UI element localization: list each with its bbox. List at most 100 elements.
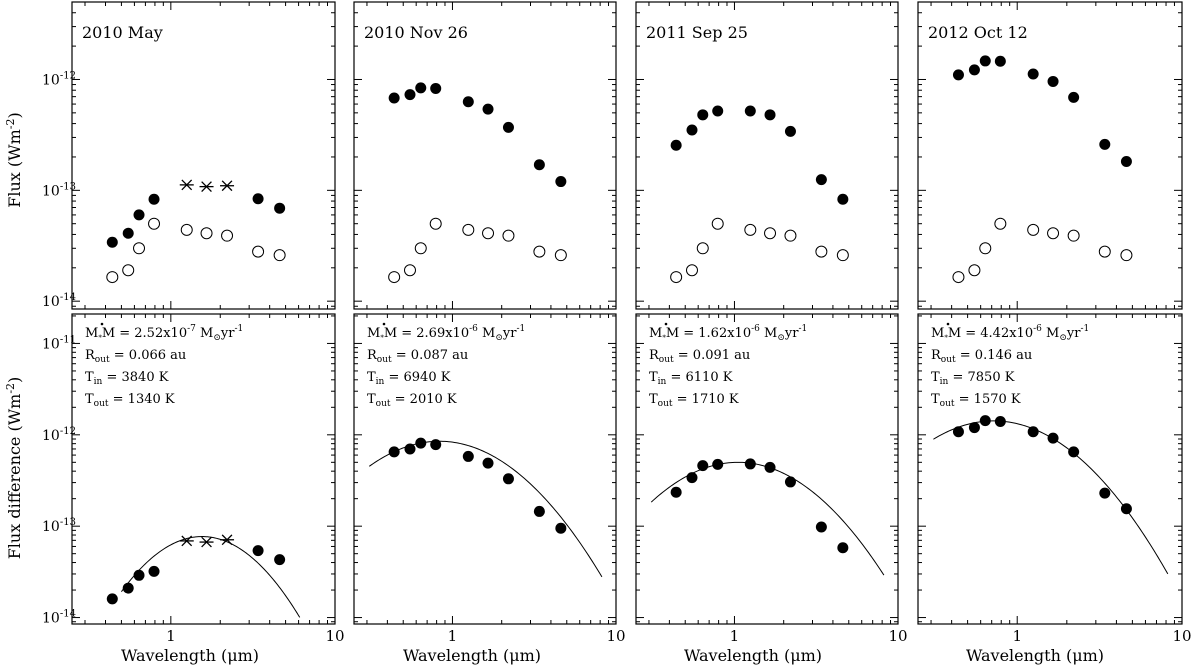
- observed-star-point-stroke: [181, 179, 193, 191]
- x-axis-label-2: Wavelength (μm): [403, 646, 541, 665]
- difference-point: [784, 476, 796, 488]
- param-tout: Tout = 2010 K: [367, 392, 457, 409]
- mdot-dot: [100, 322, 104, 326]
- difference-star-point: [199, 536, 214, 548]
- bottom-frame: [353, 313, 617, 625]
- observed-point: [274, 202, 286, 214]
- observed-point: [502, 121, 514, 133]
- param-rout: Rout = 0.146 au: [931, 348, 1032, 365]
- quiescent-point: [1047, 227, 1060, 240]
- observed-point: [764, 109, 776, 121]
- top-panel: 2011 Sep 25: [635, 1, 899, 310]
- difference-point: [430, 439, 442, 451]
- observed-point: [979, 55, 991, 67]
- difference-star-point: [179, 535, 194, 547]
- mdot-dot: [664, 322, 668, 326]
- observed-point: [1099, 138, 1111, 150]
- param-mdot: M*M = 2.69x10-6 M⊙yr-1: [367, 324, 525, 343]
- mdot-dot: [382, 322, 386, 326]
- top-frame: [635, 1, 899, 310]
- top-frame: [917, 1, 1183, 310]
- difference-star-point-stroke: [181, 535, 193, 547]
- quiescent-point: [994, 217, 1007, 230]
- quiescent-point: [1098, 245, 1111, 258]
- difference-point: [1099, 487, 1111, 499]
- bottom-frame: [71, 313, 336, 625]
- top-panel: 10-14 10-13 10-12 2010 May: [42, 1, 336, 310]
- top-frame: [71, 1, 336, 310]
- quiescent-point: [482, 227, 495, 240]
- quiescent-point: [388, 271, 401, 284]
- bottom-frame: [635, 313, 899, 625]
- bottom-frame: [917, 313, 1183, 625]
- observed-star-point: [220, 180, 235, 192]
- difference-point: [106, 593, 118, 605]
- observed-point: [1047, 75, 1059, 87]
- quiescent-point: [122, 264, 135, 277]
- quiescent-point: [744, 223, 757, 236]
- observed-point: [415, 82, 427, 94]
- quiescent-point: [148, 217, 161, 230]
- observed-point: [784, 125, 796, 137]
- observed-point: [686, 124, 698, 136]
- observed-point: [1068, 91, 1080, 103]
- top-frame: [353, 1, 617, 310]
- difference-point: [968, 422, 980, 434]
- x-axis-label-4: Wavelength (μm): [966, 646, 1104, 665]
- param-mdot: M*M = 4.42x10-6 M⊙yr-1: [931, 324, 1089, 343]
- observed-star-point: [199, 181, 214, 192]
- difference-point: [1027, 426, 1039, 438]
- observed-star-point-stroke: [201, 181, 212, 192]
- difference-point: [502, 473, 514, 485]
- observed-point: [482, 103, 494, 115]
- difference-star-point-stroke: [201, 536, 212, 548]
- x-axis-label-1: Wavelength (μm): [121, 646, 259, 665]
- observed-point: [106, 236, 118, 248]
- bottom-xtick-label: 1: [1012, 627, 1022, 645]
- quiescent-point: [462, 223, 475, 236]
- quiescent-point: [221, 229, 234, 242]
- bottom-ytick-label: 10-14: [42, 609, 76, 627]
- difference-point: [764, 461, 776, 473]
- difference-point: [533, 505, 545, 517]
- quiescent-point: [836, 249, 849, 262]
- quiescent-point: [554, 249, 567, 262]
- difference-point: [952, 426, 964, 438]
- observed-point: [133, 209, 145, 221]
- param-tin: Tin = 3840 K: [85, 370, 169, 387]
- param-tin: Tin = 7850 K: [931, 370, 1015, 387]
- observed-point: [968, 64, 980, 76]
- param-tout: Tout = 1340 K: [85, 392, 175, 409]
- bottom-xtick-label: 1: [166, 627, 176, 645]
- bottom-panel: 1 10 M*M = 1.62x10-6 M⊙yr-1 Rout = 0.091 au…: [635, 313, 908, 645]
- bottom-y-axis-label: Flux difference (Wm-2): [4, 377, 24, 560]
- bottom-xtick-label: 10: [1172, 627, 1191, 645]
- param-tin: Tin = 6940 K: [367, 370, 451, 387]
- difference-point: [555, 522, 567, 534]
- bottom-xtick-label: 1: [448, 627, 458, 645]
- panel-date-title: 2011 Sep 25: [646, 23, 748, 42]
- bottom-panel: 1 10 M*M = 4.42x10-6 M⊙yr-1 Rout = 0.146 au…: [917, 313, 1192, 645]
- param-mdot: M*M = 2.52x10-7 M⊙yr-1: [85, 324, 243, 343]
- observed-point: [430, 82, 442, 94]
- observed-point: [837, 193, 849, 205]
- param-tin: Tin = 6110 K: [649, 370, 733, 387]
- panel-date-title: 2012 Oct 12: [928, 23, 1028, 42]
- top-y-axis-label: Flux (Wm-2): [4, 112, 24, 207]
- quiescent-point: [200, 227, 213, 240]
- observed-point: [1120, 155, 1132, 167]
- mdot-dot: [946, 322, 950, 326]
- quiescent-point: [180, 223, 193, 236]
- quiescent-point: [952, 271, 965, 284]
- observed-point: [744, 105, 756, 117]
- difference-point: [744, 458, 756, 470]
- difference-point: [979, 415, 991, 427]
- observed-star-point: [179, 179, 194, 191]
- difference-point: [1068, 446, 1080, 458]
- quiescent-point: [1067, 229, 1080, 242]
- difference-star-point-stroke: [221, 534, 233, 546]
- bottom-panel: 1 10 M*M = 2.69x10-6 M⊙yr-1 Rout = 0.087 au…: [353, 313, 626, 645]
- difference-point: [1120, 503, 1132, 515]
- model-curve: [650, 461, 885, 576]
